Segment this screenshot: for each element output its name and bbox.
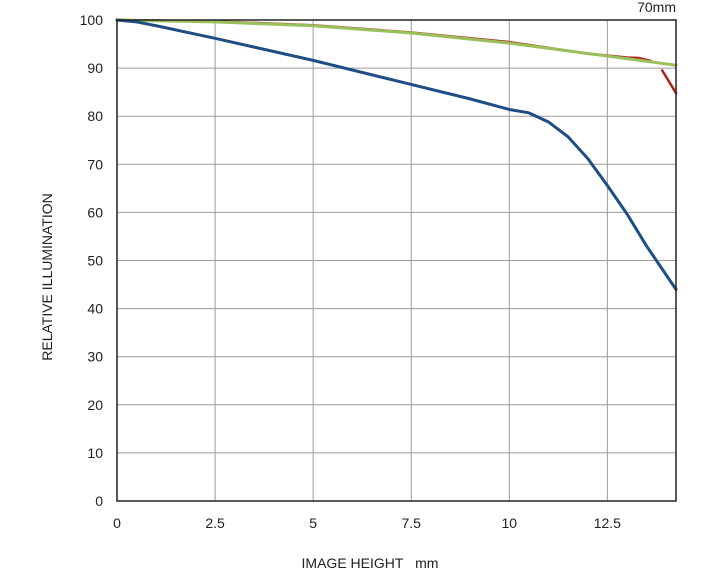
grid [116,19,676,502]
y-tick-label: 20 [87,397,103,413]
y-tick-label: 10 [87,445,103,461]
series-group [115,18,678,291]
y-tick-label: 40 [87,301,103,317]
y-tick-labels: 0 10 20 30 40 50 60 70 80 90 100 [80,12,104,509]
y-axis-title: RELATIVE ILLUMINATION [39,193,55,361]
y-tick-label: 70 [87,156,103,172]
x-tick-label: 2.5 [205,515,225,531]
y-tick-label: 30 [87,349,103,365]
y-tick-label: 90 [87,60,103,76]
x-axis-title: IMAGE HEIGHT mm [302,555,439,570]
y-tick-label: 80 [87,108,103,124]
chart-title: 70mm [637,0,676,15]
y-tick-label: 50 [87,253,103,269]
series-line-3 [115,18,678,291]
x-tick-label: 5 [309,515,317,531]
x-tick-label: 7.5 [401,515,421,531]
plot-frame [116,19,677,502]
y-tick-label: 60 [87,204,103,220]
x-tick-label: 0 [113,515,121,531]
y-tick-label: 100 [80,12,104,28]
x-tick-label: 12.5 [594,515,621,531]
series-line-1 [115,18,652,63]
x-tick-labels: 0 2.5 5 7.5 10 12.5 [113,515,621,531]
series-line-2 [115,18,678,67]
x-tick-label: 10 [501,515,517,531]
series-line-1 [660,69,678,95]
y-tick-label: 0 [95,493,103,509]
